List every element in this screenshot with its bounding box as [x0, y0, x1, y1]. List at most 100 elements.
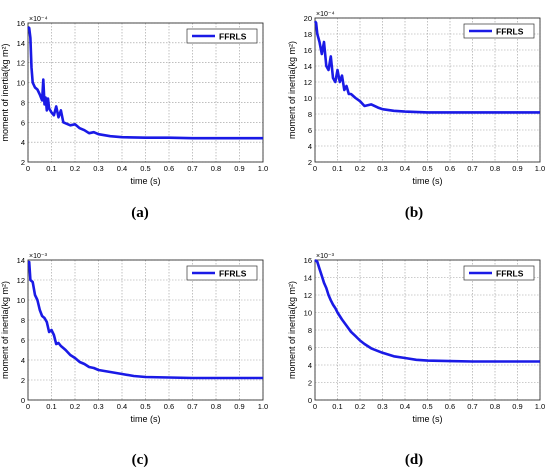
- x-axis-label: time (s): [413, 414, 443, 424]
- x-axis-label: time (s): [413, 176, 443, 186]
- x-tick-label: 1.0: [535, 402, 545, 411]
- x-tick-label: 0.2: [355, 402, 365, 411]
- x-tick-label: 0.2: [70, 164, 80, 173]
- y-tick-label: 8: [21, 316, 25, 325]
- y-exponent-label: ×10⁻⁴: [316, 11, 335, 18]
- x-tick-label: 0.8: [490, 164, 500, 173]
- y-exponent-label: ×10⁻⁴: [29, 16, 48, 23]
- y-tick-label: 2: [308, 158, 312, 167]
- y-tick-label: 10: [304, 309, 312, 318]
- legend-label: FFRLS: [219, 269, 247, 279]
- x-tick-label: 0.9: [512, 402, 522, 411]
- y-axis-label: moment of inertia(kg m²): [0, 43, 10, 141]
- x-tick-label: 0.7: [187, 402, 197, 411]
- x-tick-label: 0.3: [377, 402, 387, 411]
- caption-b: (b): [404, 205, 424, 221]
- x-tick-label: 0.5: [422, 164, 432, 173]
- y-tick-label: 16: [304, 256, 312, 265]
- x-tick-label: 0.5: [422, 402, 432, 411]
- y-tick-label: 0: [308, 396, 312, 405]
- x-tick-label: 0.1: [46, 164, 56, 173]
- x-tick-label: 0.7: [467, 164, 477, 173]
- y-tick-label: 4: [21, 138, 25, 147]
- legend-box: [463, 23, 535, 39]
- x-tick-label: 0: [26, 164, 30, 173]
- y-tick-label: 2: [21, 376, 25, 385]
- x-tick-label: 1.0: [258, 164, 268, 173]
- legend-box: [186, 265, 258, 281]
- x-tick-label: 0.1: [46, 402, 56, 411]
- y-tick-label: 6: [21, 336, 25, 345]
- chart-d: 0 0.1 0.2 0.3 0.4 0.5 0.6 0.7 0.8 0.9 1.0 0 2 4 6 8 10 12…: [287, 253, 545, 424]
- y-tick-label: 12: [304, 291, 312, 300]
- y-axis-label: moment of inertia(kg m²): [287, 281, 297, 379]
- y-tick-label: 12: [304, 78, 312, 87]
- x-tick-label: 0.1: [332, 164, 342, 173]
- y-tick-label: 18: [304, 30, 312, 39]
- y-tick-label: 20: [304, 14, 312, 23]
- x-axis-label: time (s): [131, 176, 161, 186]
- chart-a: 0 0.1 0.2 0.3 0.4 0.5 0.6 0.7 0.8 0.9 1.0 2 4 6 8 10 12 1…: [0, 16, 268, 186]
- plot-frame: [314, 17, 541, 163]
- y-tick-label: 14: [304, 62, 312, 71]
- x-tick-label: 0.4: [117, 164, 127, 173]
- x-tick-label: 0.4: [400, 164, 410, 173]
- y-tick-label: 8: [21, 98, 25, 107]
- series-line-ffrls: [27, 260, 263, 380]
- y-exponent-label: ×10⁻³: [29, 253, 48, 260]
- x-tick-label: 0: [313, 164, 317, 173]
- x-tick-label: 0.8: [490, 402, 500, 411]
- x-tick-label: 0.3: [93, 164, 103, 173]
- x-tick-label: 0.9: [512, 164, 522, 173]
- legend-label: FFRLS: [496, 269, 524, 279]
- x-tick-label: 0.3: [377, 164, 387, 173]
- y-tick-label: 8: [308, 110, 312, 119]
- y-tick-label: 4: [21, 356, 25, 365]
- plot-frame: [314, 259, 541, 401]
- x-tick-label: 0: [313, 402, 317, 411]
- y-tick-label: 14: [17, 256, 25, 265]
- x-tick-label: 1.0: [258, 402, 268, 411]
- x-axis-label: time (s): [131, 414, 161, 424]
- x-tick-label: 0.8: [211, 402, 221, 411]
- y-tick-label: 0: [21, 396, 25, 405]
- x-tick-label: 0.6: [164, 164, 174, 173]
- y-tick-label: 6: [308, 126, 312, 135]
- x-tick-label: 0.6: [164, 402, 174, 411]
- y-tick-label: 12: [17, 59, 25, 68]
- y-tick-label: 2: [308, 379, 312, 388]
- x-tick-label: 0.8: [211, 164, 221, 173]
- x-tick-label: 0.7: [467, 402, 477, 411]
- x-tick-label: 0.4: [117, 402, 127, 411]
- x-tick-label: 0.2: [70, 402, 80, 411]
- chart-b: 0 0.1 0.2 0.3 0.4 0.5 0.6 0.7 0.8 0.9 1.0 2 4 6 8 10 12 1…: [287, 11, 545, 186]
- chart-c: 0 0.1 0.2 0.3 0.4 0.5 0.6 0.7 0.8 0.9 1.0 0 2 4 6 8 10 12…: [0, 253, 268, 424]
- legend-label: FFRLS: [219, 32, 247, 42]
- x-tick-label: 0.6: [445, 402, 455, 411]
- y-tick-label: 16: [304, 46, 312, 55]
- x-tick-label: 1.0: [535, 164, 545, 173]
- legend-box: [186, 28, 258, 44]
- y-tick-label: 16: [17, 19, 25, 28]
- y-tick-label: 8: [308, 326, 312, 335]
- caption-d: (d): [404, 452, 424, 468]
- x-tick-label: 0.5: [140, 402, 150, 411]
- caption-a: (a): [131, 205, 149, 221]
- y-tick-label: 6: [21, 118, 25, 127]
- x-tick-label: 0.3: [93, 402, 103, 411]
- plot-frame: [27, 22, 264, 163]
- x-tick-label: 0.6: [445, 164, 455, 173]
- x-tick-label: 0: [26, 402, 30, 411]
- y-tick-label: 14: [304, 274, 312, 283]
- y-tick-label: 2: [21, 158, 25, 167]
- y-tick-label: 10: [17, 79, 25, 88]
- caption-c: (c): [131, 452, 149, 468]
- y-exponent-label: ×10⁻³: [316, 253, 335, 260]
- y-tick-label: 4: [308, 142, 312, 151]
- x-tick-label: 0.4: [400, 402, 410, 411]
- legend-label: FFRLS: [496, 27, 524, 37]
- y-tick-label: 12: [17, 276, 25, 285]
- x-tick-label: 0.7: [187, 164, 197, 173]
- x-tick-label: 0.5: [140, 164, 150, 173]
